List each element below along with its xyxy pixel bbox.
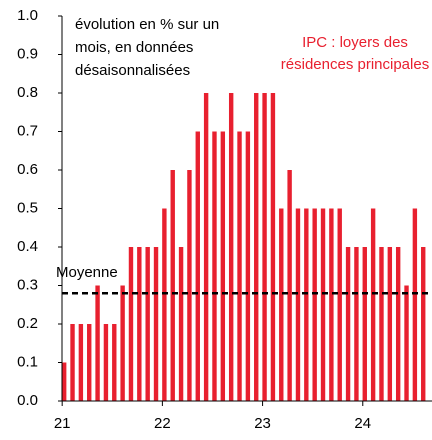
bar [220,131,226,401]
bar [187,170,192,401]
bar [170,170,175,401]
bar [262,93,267,401]
y-tick-label: 0.9 [17,45,38,62]
y-tick-label: 0.8 [17,84,38,101]
bar [354,247,359,401]
bar [70,324,75,401]
bar [421,247,426,401]
y-tick-label: 1.0 [17,7,38,24]
bar [395,247,401,401]
bar [295,208,301,401]
bar [287,170,292,401]
bar [153,247,159,401]
bar [78,324,84,401]
bar [137,247,142,401]
y-tick-label: 0.1 [17,353,38,370]
y-tick-label: 0.5 [17,199,38,216]
bar [95,285,100,401]
bar [128,247,134,401]
annotation: évolution en % sur un [75,16,219,33]
y-tick-label: 0.6 [17,161,38,178]
bar [87,324,92,401]
x-tick-label: 23 [254,415,271,432]
bar [245,131,251,401]
bar [237,131,242,401]
y-tick-label: 0.3 [17,276,38,293]
bar [270,93,276,401]
series-label: résidences principales [281,56,429,73]
bar [412,208,418,401]
bar [304,208,309,401]
annotation: mois, en données [75,39,193,56]
x-tick-label: 22 [154,415,171,432]
bar [320,208,326,401]
y-tick-label: 0.4 [17,238,38,255]
bar [162,208,167,401]
bar [120,285,125,401]
x-tick-label: 24 [354,415,371,432]
bar [61,362,67,401]
series-label: IPC : loyers des [302,34,408,51]
y-tick-label: 0.7 [17,122,38,139]
bar [195,131,200,401]
bar [404,285,409,401]
bar [337,208,342,401]
bar [312,208,317,401]
bar [254,93,259,401]
bar [379,247,384,401]
bar [112,324,117,401]
mean-label: Moyenne [56,264,118,281]
bar [370,208,376,401]
bar [228,93,234,401]
bar [178,247,184,401]
bar [345,247,351,401]
bar [279,208,284,401]
bar [329,208,334,401]
bar [212,131,217,401]
bar [145,247,150,401]
x-tick-label: 21 [54,415,71,432]
annotation: désaisonnalisées [75,62,190,79]
y-tick-label: 0.0 [17,392,38,409]
bar [362,247,367,401]
bar [203,93,209,401]
bar [387,247,393,401]
bar [103,324,109,401]
y-tick-label: 0.2 [17,315,38,332]
